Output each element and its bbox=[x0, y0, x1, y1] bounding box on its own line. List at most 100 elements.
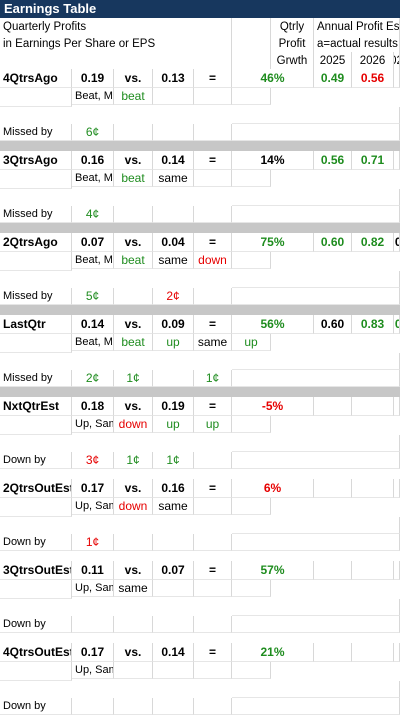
annual-2027 bbox=[394, 69, 400, 88]
equals-sign: = bbox=[194, 233, 232, 252]
comparison-word bbox=[232, 416, 271, 433]
comparison-word bbox=[232, 252, 271, 269]
header-qtrly2: Profit bbox=[271, 35, 314, 52]
eps-current: 0.18 bbox=[72, 397, 114, 416]
cell-empty bbox=[232, 452, 400, 469]
equals-sign: = bbox=[194, 151, 232, 170]
comparison-word: up bbox=[232, 334, 271, 351]
row-sublabel: Beat, Met, bbox=[72, 88, 114, 105]
eps-current: 0.17 bbox=[72, 643, 114, 662]
annual-2025 bbox=[314, 397, 352, 416]
difference-value bbox=[194, 206, 232, 223]
difference-value bbox=[114, 616, 153, 633]
row-label: 4QtrsOutEst bbox=[0, 643, 72, 662]
comparison-word bbox=[232, 170, 271, 187]
cell-empty bbox=[232, 353, 400, 370]
comparison-word: beat bbox=[114, 334, 153, 351]
comparison-word: down bbox=[114, 498, 153, 515]
annual-2027 bbox=[394, 643, 400, 662]
annual-2026 bbox=[352, 643, 394, 662]
difference-value bbox=[153, 124, 194, 141]
row-sublabel: Beat, Met, bbox=[72, 334, 114, 351]
comparison-word bbox=[153, 88, 194, 105]
annual-2025 bbox=[314, 561, 352, 580]
eps-previous: 0.07 bbox=[153, 561, 194, 580]
cell-empty bbox=[232, 698, 400, 715]
qtrly-growth: 21% bbox=[232, 643, 314, 662]
row-sublabel: Missed by bbox=[0, 124, 72, 141]
row-label: 2QtrsAgo bbox=[0, 233, 72, 252]
annual-2027: 1.07 bbox=[394, 315, 400, 334]
row-gap bbox=[0, 469, 400, 479]
cell-empty bbox=[232, 124, 400, 141]
eps-current: 0.19 bbox=[72, 69, 114, 88]
vs-label: vs. bbox=[114, 561, 153, 580]
comparison-word bbox=[232, 580, 271, 597]
equals-sign: = bbox=[194, 561, 232, 580]
eps-previous: 0.19 bbox=[153, 397, 194, 416]
row-gap bbox=[0, 551, 400, 561]
difference-value bbox=[72, 698, 114, 715]
annual-2026: 0.83 bbox=[352, 315, 394, 334]
cell-empty bbox=[232, 107, 400, 124]
annual-2027 bbox=[394, 151, 400, 170]
qtrly-growth: 75% bbox=[232, 233, 314, 252]
equals-sign: = bbox=[194, 479, 232, 498]
eps-current: 0.16 bbox=[72, 151, 114, 170]
comparison-word: down bbox=[194, 252, 232, 269]
row-edge bbox=[0, 580, 72, 599]
cell-empty bbox=[232, 189, 400, 206]
table-title: Earnings Table bbox=[0, 0, 400, 18]
comparison-word: same bbox=[153, 252, 194, 269]
eps-current: 0.17 bbox=[72, 479, 114, 498]
cell-empty bbox=[232, 616, 400, 633]
comparison-word: up bbox=[194, 416, 232, 433]
row-label: 4QtrsAgo bbox=[0, 69, 72, 88]
header-qtrly3: Grwth bbox=[271, 52, 314, 69]
header-year-2026: 2026 bbox=[352, 52, 394, 69]
row-edge bbox=[0, 662, 72, 681]
row-sublabel: Up, Same, bbox=[72, 580, 114, 597]
cell-empty bbox=[232, 271, 400, 288]
vs-label: vs. bbox=[114, 479, 153, 498]
annual-2025: 0.60 bbox=[314, 315, 352, 334]
vs-label: vs. bbox=[114, 397, 153, 416]
qtrly-growth: -5% bbox=[232, 397, 314, 416]
comparison-word bbox=[232, 88, 271, 105]
annual-2026 bbox=[352, 397, 394, 416]
header-annual1: Annual Profit Est. bbox=[314, 18, 400, 35]
cell-empty bbox=[232, 599, 400, 616]
eps-previous: 0.14 bbox=[153, 643, 194, 662]
cell-empty bbox=[232, 517, 400, 534]
header-empty bbox=[232, 35, 271, 52]
eps-current: 0.07 bbox=[72, 233, 114, 252]
equals-sign: = bbox=[194, 315, 232, 334]
annual-2027: 1.02 bbox=[394, 233, 400, 252]
equals-sign: = bbox=[194, 397, 232, 416]
qtrly-growth: 57% bbox=[232, 561, 314, 580]
comparison-word bbox=[153, 662, 194, 679]
row-edge bbox=[0, 170, 72, 189]
difference-value: 2¢ bbox=[72, 370, 114, 387]
difference-value bbox=[114, 124, 153, 141]
vs-label: vs. bbox=[114, 151, 153, 170]
row-label: LastQtr bbox=[0, 315, 72, 334]
comparison-word: same bbox=[114, 580, 153, 597]
difference-value bbox=[153, 206, 194, 223]
annual-2025 bbox=[314, 643, 352, 662]
annual-2027 bbox=[394, 479, 400, 498]
difference-value: 5¢ bbox=[72, 288, 114, 305]
vs-label: vs. bbox=[114, 69, 153, 88]
comparison-word bbox=[194, 170, 232, 187]
header-line1: Quarterly Profits bbox=[0, 18, 232, 35]
eps-previous: 0.09 bbox=[153, 315, 194, 334]
annual-2027 bbox=[394, 561, 400, 580]
comparison-word: same bbox=[194, 334, 232, 351]
difference-value bbox=[194, 288, 232, 305]
difference-value bbox=[194, 616, 232, 633]
row-edge bbox=[0, 334, 72, 353]
